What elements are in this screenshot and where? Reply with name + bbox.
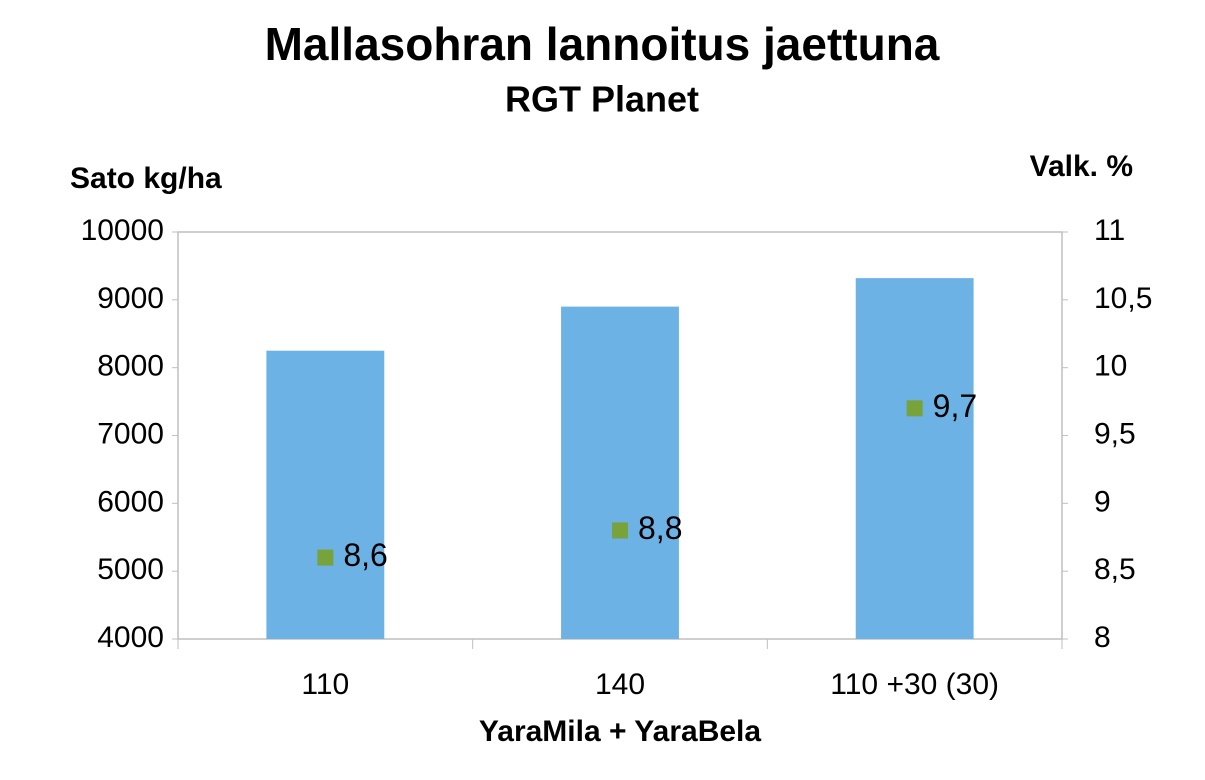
y-tick-label: 5000 bbox=[97, 553, 164, 586]
data-label: 8,8 bbox=[638, 510, 682, 546]
data-label: 8,6 bbox=[343, 537, 387, 573]
point bbox=[317, 549, 334, 566]
y2-tick-label: 10,5 bbox=[1094, 282, 1152, 315]
bar bbox=[266, 350, 385, 639]
y2-tick-label: 11 bbox=[1094, 214, 1125, 247]
y2-tick-label: 8,5 bbox=[1094, 553, 1136, 586]
y-tick-label: 7000 bbox=[97, 417, 164, 450]
y-axis-title: Sato kg/ha bbox=[70, 162, 222, 195]
bar bbox=[561, 306, 679, 639]
y-tick-label: 9000 bbox=[97, 282, 164, 315]
data-label: 9,7 bbox=[933, 388, 977, 424]
x-tick-label: 110 +30 (30) bbox=[830, 668, 999, 701]
y-tick-label: 4000 bbox=[97, 621, 164, 654]
x-tick-label: 110 bbox=[301, 668, 349, 701]
y-tick-label: 6000 bbox=[97, 485, 164, 518]
y2-tick-label: 8 bbox=[1094, 621, 1111, 654]
y2-tick-label: 10 bbox=[1094, 350, 1127, 383]
x-axis-title: YaraMila + YaraBela bbox=[479, 715, 761, 748]
x-tick-label: 140 bbox=[595, 668, 645, 701]
point bbox=[906, 400, 923, 417]
y2-tick-label: 9,5 bbox=[1094, 417, 1136, 450]
point bbox=[612, 522, 628, 539]
y-tick-label: 10000 bbox=[81, 214, 164, 247]
chart-subtitle: RGT Planet bbox=[505, 79, 699, 120]
y-tick-label: 8000 bbox=[97, 350, 164, 383]
y2-tick-label: 9 bbox=[1094, 485, 1111, 518]
bar bbox=[855, 278, 974, 639]
chart-title: Mallasohran lannoitus jaettuna bbox=[265, 18, 940, 70]
y2-axis-title: Valk. % bbox=[1030, 150, 1133, 183]
